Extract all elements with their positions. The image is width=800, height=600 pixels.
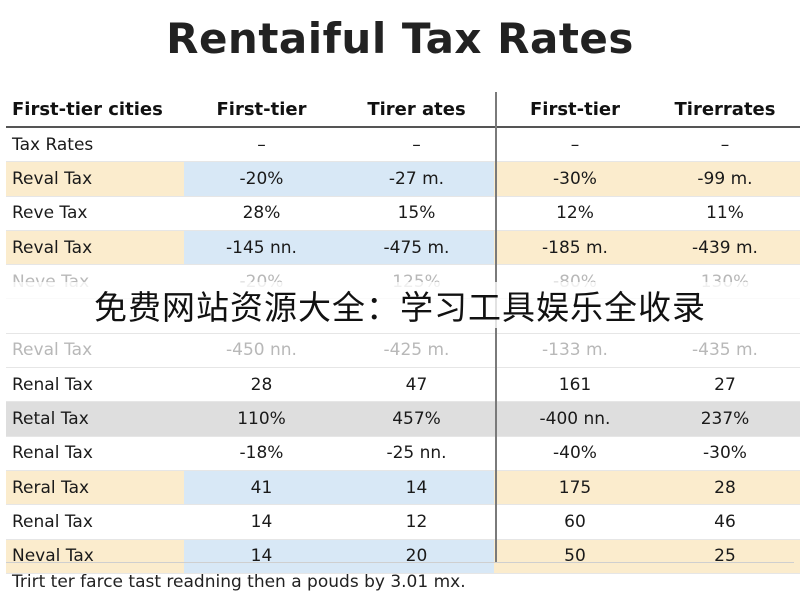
value-cell: 60: [564, 511, 586, 532]
value-cell: 46: [714, 511, 736, 532]
value-cell: 14: [184, 539, 339, 573]
value-cell: -99 m.: [697, 168, 753, 189]
header-cell-1: First-tier: [216, 98, 307, 120]
value-cell: 28: [250, 374, 273, 395]
watermark-banner: 免费网站资源大全：学习工具娱乐全收录: [0, 282, 800, 328]
value-cell: 41: [184, 470, 339, 505]
row-label-cell: Renal Tax: [12, 511, 93, 532]
row-label-cell: Reral Tax: [12, 477, 90, 498]
value-cell: -40%: [553, 443, 597, 464]
table-row: Renal Tax -18% -25 nn. -40% -30%: [6, 437, 800, 471]
table-row: Retal Tax 110% 457% -400 nn. 237%: [6, 402, 800, 437]
header-cell-4: Tirerrates: [674, 98, 776, 120]
row-label-cell: Renal Tax: [12, 443, 93, 464]
value-cell: -25 nn.: [386, 443, 447, 464]
header-cell-0: First-tier cities: [12, 98, 163, 120]
table-row: [6, 299, 800, 334]
table-row: Neval Tax 14 20 50 25: [6, 539, 800, 574]
value-cell: -400 nn.: [539, 409, 611, 430]
value-cell: -145 nn.: [184, 230, 339, 265]
value-cell: 12%: [556, 203, 594, 224]
value-cell: –: [570, 134, 580, 155]
value-cell: 50: [564, 546, 586, 567]
value-cell: -30%: [703, 443, 747, 464]
value-cell: 14: [250, 511, 273, 532]
value-cell: 20: [339, 539, 494, 573]
table-row: Renal Tax 14 12 60 46: [6, 505, 800, 540]
value-cell: 25: [714, 546, 736, 567]
value-cell: –: [257, 134, 266, 155]
table-row: Reval Tax -450 nn. -425 m. -133 m. -435 m.: [6, 334, 800, 369]
row-label-cell: Renal Tax: [12, 374, 93, 395]
value-cell: –: [412, 134, 421, 155]
tax-rates-table: First-tier cities First-tier Tirer ates …: [6, 92, 800, 574]
value-cell: -425 m.: [383, 340, 450, 361]
table-body: Tax Rates – – – – Reval Tax -20% -27 m. -30% -99 …: [6, 128, 800, 574]
value-cell: -475 m.: [339, 230, 494, 265]
value-cell: 14: [339, 470, 494, 505]
footnote: Trirt ter farce tast readning then a pou…: [12, 572, 466, 592]
value-cell: 175: [558, 477, 592, 498]
row-label-cell: Reval Tax: [12, 340, 93, 361]
row-label-cell: Tax Rates: [12, 134, 94, 155]
table-row: Renal Tax 28 47 161 27: [6, 368, 800, 403]
value-cell: 27: [714, 374, 736, 395]
value-cell: 11%: [706, 203, 744, 224]
table-row: Reval Tax -145 nn. -475 m. -185 m. -439 m.: [6, 230, 800, 266]
table-row: Reve Tax 28% 15% 12% 11%: [6, 197, 800, 231]
row-label-cell: Reval Tax: [12, 168, 93, 189]
table-row: Reval Tax -20% -27 m. -30% -99 m.: [6, 162, 800, 197]
header-cell-3: First-tier: [530, 98, 620, 120]
value-cell: -18%: [239, 443, 284, 464]
value-cell: 161: [558, 374, 592, 395]
value-cell: 28: [714, 477, 736, 498]
value-cell: 15%: [397, 203, 436, 224]
row-label-cell: Reval Tax: [12, 237, 93, 258]
value-cell: –: [720, 134, 730, 155]
table-header-row: First-tier cities First-tier Tirer ates …: [6, 92, 800, 128]
value-cell: 237%: [700, 409, 750, 430]
value-cell: -450 nn.: [226, 340, 297, 361]
value-cell: -185 m.: [542, 237, 608, 258]
value-cell: -435 m.: [692, 340, 758, 361]
value-cell: -133 m.: [542, 340, 608, 361]
value-cell: -30%: [553, 168, 597, 189]
value-cell: 110%: [237, 409, 286, 430]
table-bottom-rule: [6, 562, 794, 563]
header-cell-2: Tirer ates: [367, 98, 466, 120]
value-cell: -20%: [184, 162, 339, 196]
value-cell: -439 m.: [692, 237, 758, 258]
value-cell: 12: [405, 511, 428, 532]
row-label-cell: Reve Tax: [12, 203, 88, 224]
row-label-cell: Neval Tax: [12, 546, 94, 567]
value-cell: -27 m.: [339, 162, 494, 196]
value-cell: 47: [405, 374, 428, 395]
value-cell: 28%: [242, 203, 281, 224]
table-row: Tax Rates – – – –: [6, 128, 800, 163]
table-row: Reral Tax 41 14 175 28: [6, 470, 800, 506]
row-label-cell: Retal Tax: [12, 409, 89, 430]
page-title: Rentaiful Tax Rates: [166, 14, 634, 63]
value-cell: 457%: [392, 409, 441, 430]
